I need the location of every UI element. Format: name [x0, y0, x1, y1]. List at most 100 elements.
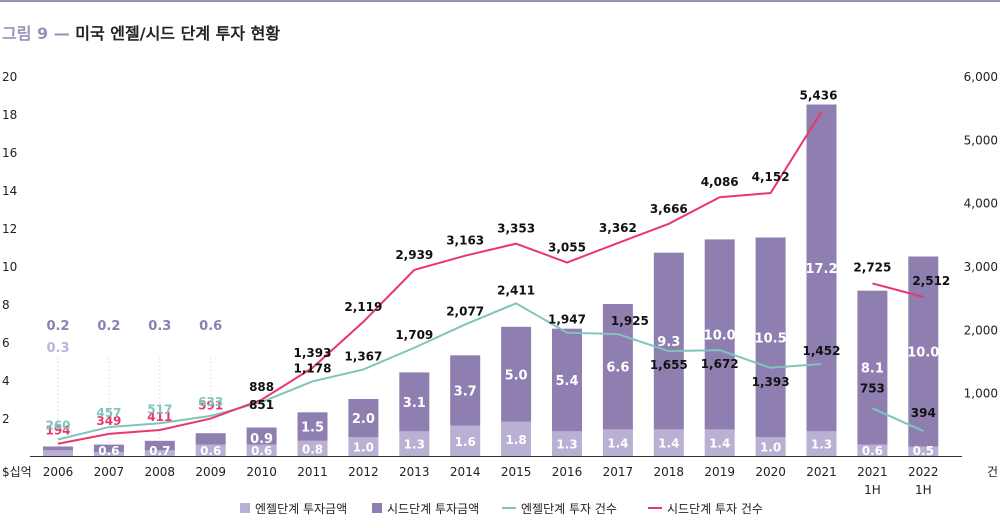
legend-seed-count-label: 시드단계 투자 건수 — [667, 502, 763, 516]
seed-amount-label: 6.6 — [606, 361, 629, 376]
y-left-tick: 10 — [2, 260, 17, 274]
x-tick-label-line: 2018 — [654, 465, 685, 479]
seed-bar — [399, 372, 430, 432]
y-right-tick: 6,000 — [964, 70, 998, 84]
x-tick-label-line: 2007 — [94, 465, 125, 479]
seed-amount-label: 10.5 — [755, 331, 787, 346]
x-tick-label-line: 2021 — [857, 465, 888, 479]
x-tick-label-line: 1H — [915, 483, 932, 497]
seed-count-label: 3,055 — [548, 241, 586, 255]
angel-bar — [195, 444, 226, 456]
x-tick-label-line: 2009 — [195, 465, 226, 479]
seed-count-label: 3,163 — [446, 234, 484, 248]
seed-count-label: 5,436 — [800, 89, 838, 103]
x-tick-label: 2017 — [603, 465, 634, 479]
x-tick-label: 2011 — [297, 465, 328, 479]
seed-count-line — [57, 111, 823, 445]
x-tick-label-line: 2016 — [552, 465, 583, 479]
angel-amount-label: 1.0 — [353, 441, 374, 455]
seed-bar — [755, 237, 786, 437]
angel-count-label: 753 — [860, 381, 885, 395]
seed-amount-label: 2.0 — [352, 412, 375, 427]
seed-bar — [93, 444, 124, 453]
angel-bar — [93, 452, 124, 456]
legend-angel-amount-label: 엔젤단계 투자금액 — [255, 502, 347, 516]
angel-count-label: 457 — [96, 406, 121, 420]
angel-count-label: 2,411 — [497, 283, 535, 297]
seed-amount-label: 0.2 — [97, 319, 120, 334]
left-axis: 2 4 6 8 10 12 14 16 18 20 — [2, 70, 17, 426]
angel-amount-label: 0.5 — [913, 444, 934, 458]
x-tick-label-line: 2012 — [348, 465, 379, 479]
seed-amount-label: 5.0 — [505, 368, 528, 383]
angel-bar — [602, 429, 633, 456]
seed-bar — [297, 412, 328, 441]
seed-amount-label: 10.0 — [704, 328, 736, 343]
angel-bar — [857, 444, 888, 456]
seed-count-label: 3,362 — [599, 221, 637, 235]
data-labels: 0.20.30.20.60.30.70.60.6 0.60.90.81.51.02… — [45, 89, 950, 458]
angel-count-label: 1,367 — [344, 349, 382, 363]
angel-bar — [908, 446, 939, 456]
seed-amount-label: 0.9 — [250, 432, 273, 447]
seed-bar — [43, 446, 73, 451]
top-rule — [0, 0, 1000, 2]
x-tick-label-line: 2013 — [399, 465, 430, 479]
figure-title-text: 미국 엔젤/시드 단계 투자 현황 — [75, 24, 281, 43]
seed-count-label: 4,152 — [752, 170, 790, 184]
angel-bar — [806, 431, 837, 456]
y-left-tick: 6 — [2, 336, 10, 350]
figure-title: 그림 9 — 미국 엔젤/시드 단계 투자 현황 — [2, 20, 280, 44]
seed-amount-label: 1.5 — [301, 421, 324, 436]
x-tick-label: 2016 — [552, 465, 583, 479]
x-tick-label: 2021 — [806, 465, 837, 479]
y-left-tick: 20 — [2, 70, 17, 84]
x-axis-unit-right: 건 — [987, 465, 998, 479]
y-right-tick: 5,000 — [964, 133, 998, 147]
angel-amount-label: 0.8 — [302, 442, 323, 456]
angel-bar — [755, 437, 786, 456]
seed-bar — [348, 399, 379, 437]
angel-amount-label: 1.4 — [709, 437, 730, 451]
angel-count-label: 260 — [45, 419, 70, 433]
angel-bar — [246, 444, 277, 456]
x-tick-label-line: 2011 — [297, 465, 328, 479]
x-tick-label: 2008 — [145, 465, 176, 479]
angel-count-label: 394 — [911, 406, 936, 420]
angel-amount-label: 1.3 — [404, 438, 425, 452]
x-tick-label: 2019 — [704, 465, 735, 479]
seed-amount-label: 3.7 — [454, 384, 477, 399]
seed-bar — [857, 290, 888, 445]
legend: 엔젤단계 투자금액 시드단계 투자금액 엔젤단계 투자 건수 시드단계 투자 건수 — [240, 502, 763, 516]
seed-count-label: 4,086 — [701, 175, 739, 189]
seed-amount-label: 9.3 — [657, 335, 680, 350]
x-tick-label-line: 2017 — [603, 465, 634, 479]
seed-amount-label: 10.0 — [907, 346, 939, 361]
angel-count-label: 1,709 — [395, 328, 433, 342]
x-tick-label: 2007 — [94, 465, 125, 479]
angel-bar — [43, 450, 73, 456]
angel-amount-label: 0.6 — [251, 444, 272, 458]
seed-amount-label: 8.1 — [861, 362, 884, 377]
x-tick-label-line: 2019 — [704, 465, 735, 479]
seed-amount-label: 0.6 — [199, 319, 222, 334]
angel-amount-label: 0.6 — [98, 444, 119, 458]
angel-count-label: 1,925 — [611, 314, 649, 328]
seed-amount-label: 5.4 — [555, 374, 578, 389]
seed-bar — [806, 104, 837, 432]
angel-count-label: 517 — [147, 402, 172, 416]
x-tick-label-line: 2021 — [806, 465, 837, 479]
x-tick-label-line: 2015 — [501, 465, 532, 479]
y-right-tick: 2,000 — [964, 323, 998, 337]
angel-amount-label: 0.3 — [46, 341, 69, 356]
x-tick-label-line: 2008 — [145, 465, 176, 479]
seed-count-label: 2,725 — [853, 260, 891, 274]
angel-bar — [348, 437, 379, 456]
x-tick-label: 2018 — [654, 465, 685, 479]
angel-count-label: 633 — [198, 395, 223, 409]
seed-amount-label: 0.2 — [46, 319, 69, 334]
angel-bar — [704, 429, 735, 456]
angel-amount-label: 1.8 — [505, 433, 526, 447]
angel-count-label: 2,077 — [446, 304, 484, 318]
x-tick-label-line: 1H — [864, 483, 881, 497]
